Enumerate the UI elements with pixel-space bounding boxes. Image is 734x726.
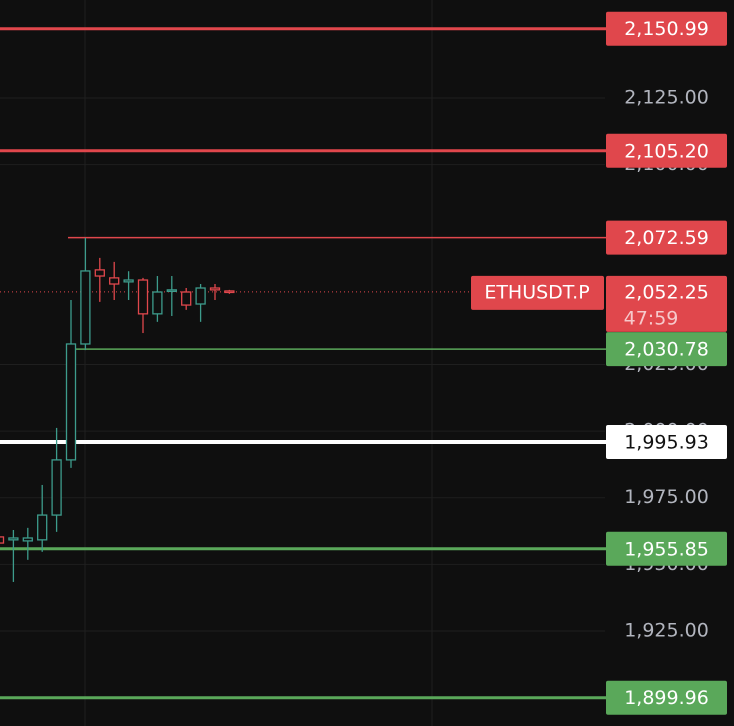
price-level-tag — [606, 220, 727, 255]
countdown-label: 47:59 — [624, 307, 679, 329]
y-tick-label: 1,925.00 — [624, 619, 709, 641]
price-level-label: 2,150.99 — [624, 18, 709, 40]
candle-body — [8, 537, 19, 541]
candle-body — [37, 514, 48, 541]
candle-body — [51, 459, 62, 516]
price-level-label: 2,072.59 — [624, 227, 709, 249]
symbol-label: ETHUSDT.P — [484, 281, 589, 303]
last-price-label: 2,052.25 — [624, 281, 709, 303]
candle-body — [123, 279, 134, 283]
last-price-tag — [606, 275, 727, 332]
candle-body — [109, 277, 120, 285]
price-level-tag — [606, 531, 727, 566]
price-level-label: 1,995.93 — [624, 431, 709, 453]
price-level-label: 2,105.20 — [624, 140, 709, 162]
price-level-tag — [606, 424, 727, 459]
price-level-label: 1,955.85 — [624, 538, 709, 560]
price-level-label: 1,899.96 — [624, 687, 709, 709]
candle-body — [195, 287, 206, 305]
candle-body — [137, 279, 149, 315]
price-level-tag — [606, 133, 727, 168]
candle-body — [152, 291, 163, 315]
price-level-tag — [606, 332, 727, 367]
price-level-tag — [606, 680, 727, 715]
candle-body — [209, 287, 221, 291]
price-level-label: 2,030.78 — [624, 339, 709, 361]
symbol-tag — [471, 275, 604, 310]
candle-body — [0, 536, 5, 544]
y-tick-label: 2,125.00 — [624, 86, 709, 108]
candle-body — [224, 290, 235, 294]
candle-body — [181, 291, 192, 306]
candle-body — [94, 269, 105, 277]
y-tick-label: 1,975.00 — [624, 486, 709, 508]
candle-body — [80, 270, 91, 345]
price-level-tag — [606, 11, 727, 46]
candle-body — [166, 289, 177, 293]
candle-body — [22, 537, 33, 542]
candle-body — [65, 343, 77, 461]
